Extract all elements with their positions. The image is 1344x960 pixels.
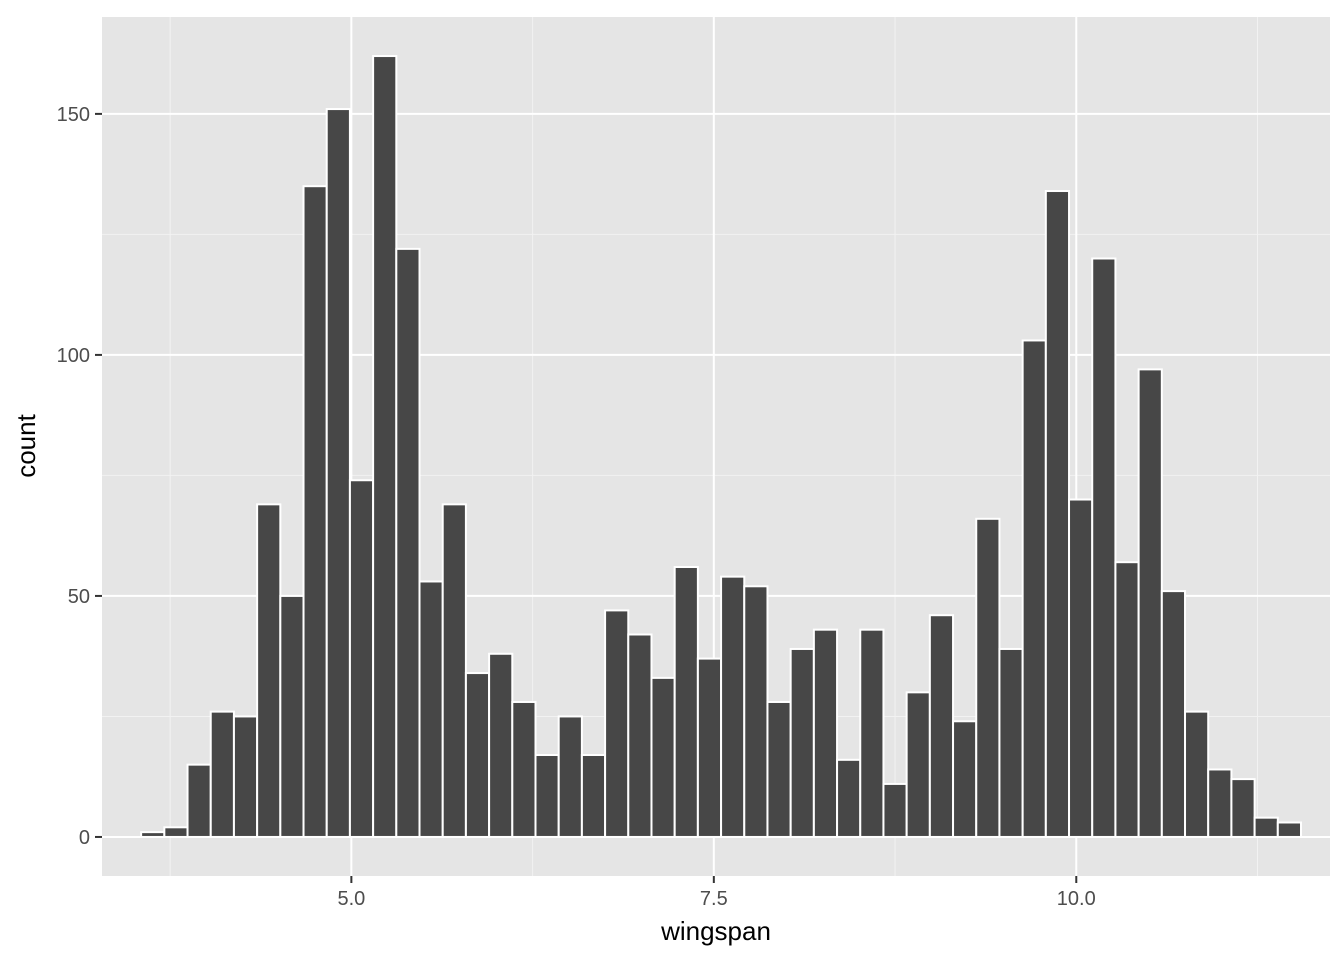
histogram-bar [534,754,560,838]
histogram-bar [140,831,166,838]
histogram-bar [488,652,514,838]
x-axis-ticks: 5.0 7.5 10.0 [337,876,1096,910]
histogram-bar [789,647,815,838]
histogram-bar [1184,710,1210,838]
histogram-bar [441,503,467,838]
histogram-bar [952,720,978,838]
histogram-bar [1044,190,1071,838]
histogram-bar [975,517,1001,838]
y-axis-ticks: 0 50 100 150 [57,104,102,849]
histogram-bar [905,691,931,838]
histogram-bar [696,657,723,838]
histogram-bar [836,758,862,838]
histogram-bar [557,715,583,838]
histogram-bar [1021,339,1047,838]
minor-gridlines [102,17,1330,876]
histogram-bar [882,782,908,838]
histogram-bar [998,647,1024,838]
histogram-bar [1207,768,1233,838]
y-tick-label: 50 [68,586,90,608]
histogram-bar [348,479,375,838]
histogram-bar [743,585,769,838]
histogram-bar [627,633,653,838]
histogram-bar [812,628,839,838]
histogram-bar [928,614,955,838]
histogram-bar [766,700,792,838]
histogram-bar [511,700,537,838]
histogram-bar [1091,257,1117,838]
y-axis-title: count [11,413,41,477]
histogram-bar [1276,821,1303,838]
x-tick-label: 5.0 [337,888,365,910]
histogram-bar [279,594,305,838]
histogram-bar [418,580,444,838]
histogram-bar [1160,590,1187,838]
histogram-bar [580,754,607,838]
x-tick-label: 7.5 [700,888,728,910]
histogram-bar [720,575,746,838]
x-tick-label: 10.0 [1057,888,1096,910]
y-tick-label: 150 [57,104,90,126]
histogram-bar [1068,498,1094,838]
histogram-bar [256,503,282,838]
histogram-bar [302,185,328,838]
histogram-bar [673,566,699,838]
histogram-bar [186,763,212,838]
histogram-bar [325,108,351,838]
histogram-bar [650,676,676,838]
x-axis-title: wingspan [660,916,771,946]
histogram-bar [859,628,885,838]
histogram-bar [1137,368,1163,838]
histogram-bar [163,826,189,838]
histogram-bar [1114,561,1140,838]
histogram-bar [1253,816,1279,838]
histogram-bar [604,609,630,838]
histogram-bar [372,55,398,838]
y-tick-label: 0 [79,827,90,849]
histogram-bar [232,715,259,838]
histogram-bar [1230,778,1256,838]
histogram-bar [464,672,491,838]
y-tick-label: 100 [57,345,90,367]
histogram-bar [209,710,235,838]
histogram-bars [140,55,1303,838]
histogram-bar [395,247,421,838]
